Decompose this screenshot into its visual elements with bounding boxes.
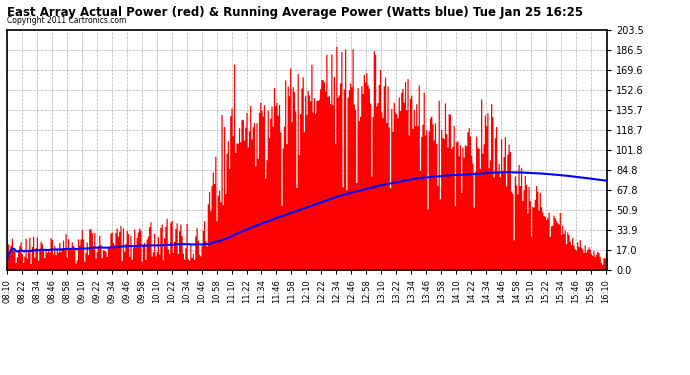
Text: East Array Actual Power (red) & Running Average Power (Watts blue) Tue Jan 25 16: East Array Actual Power (red) & Running …: [7, 6, 583, 19]
Text: Copyright 2011 Cartronics.com: Copyright 2011 Cartronics.com: [7, 16, 126, 25]
